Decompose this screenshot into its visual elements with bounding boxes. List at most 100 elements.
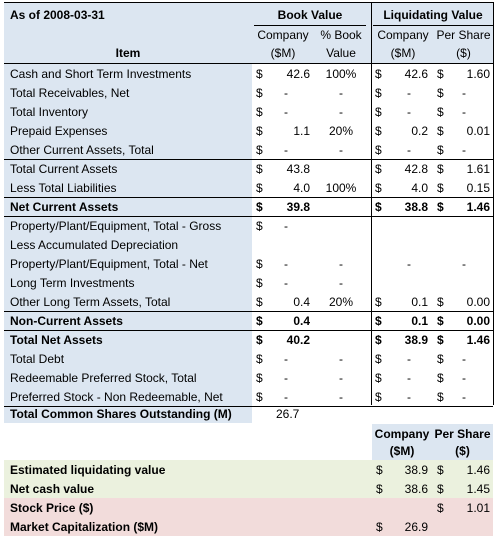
row-cell-bv-d: $ [256,143,263,157]
row-cell-ps: 1.46 [466,333,490,347]
row-cell-ps: 1.60 [466,67,490,81]
summary-header-background [372,424,493,460]
row-cell-bv-d: $ [256,162,263,176]
bv-company-header-1: Company [257,28,309,42]
row-cell-lv: 0.1 [411,295,428,309]
row-separator [4,311,493,312]
row-label: Other Long Term Assets, Total [10,295,171,309]
row-cell-lv-d: $ [375,181,382,195]
row-cell-lv-d: $ [375,86,382,100]
row-cell-lv-d: $ [375,390,382,404]
book-value-header: Book Value [277,8,343,22]
summary-cell-p-d: $ [437,463,444,477]
row-separator [4,159,493,160]
row-cell-bv-d: $ [256,333,263,347]
row-cell-lv-d: $ [375,143,382,157]
row-cell-bv: - [284,276,288,290]
row-label: Total Current Assets [10,162,118,176]
row-label: Preferred Stock - Non Redeemable, Net [10,390,223,404]
row-cell-lv-d: $ [375,124,382,138]
row-cell-ps: - [462,390,466,404]
row-cell-ps: - [462,257,466,271]
lv-company-header-2: ($M) [390,46,416,60]
row-cell-bv: - [284,105,288,119]
row-cell-ps-d: $ [437,352,444,366]
summary-cell-p: 1.45 [466,482,490,496]
row-cell-pct: - [339,276,343,290]
row-cell-bv-d: $ [256,314,263,328]
row-cell-ps: 1.46 [466,200,490,214]
bv-pct-header-2: Value [326,46,356,60]
row-cell-bv: 42.6 [286,67,310,81]
summary-row-label: Estimated liquidating value [10,463,166,477]
row-cell-ps: 0.00 [466,314,490,328]
row-cell-bv-d: $ [256,390,263,404]
row-label: Total Inventory [10,105,89,119]
summary-green-background [4,460,493,498]
row-cell-bv-d: $ [256,276,263,290]
row-cell-bv: 1.1 [293,124,310,138]
row-cell-bv-d: $ [256,67,263,81]
row-cell-lv: - [407,352,411,366]
row-cell-lv: - [407,390,411,404]
row-cell-lv-d: $ [375,295,382,309]
row-cell-lv: 0.2 [411,124,428,138]
row-label: Property/Plant/Equipment, Total - Net [10,257,208,271]
summary-cell-c: 26.9 [404,520,428,534]
row-cell-ps: - [462,352,466,366]
row-cell-bv: - [284,219,288,233]
row-cell-bv: 43.8 [286,162,310,176]
row-cell-ps-d: $ [437,390,444,404]
row-cell-bv-d: $ [256,86,263,100]
row-cell-ps-d: $ [437,200,444,214]
row-label: Net Current Assets [10,200,119,214]
row-cell-lv: 38.8 [404,200,428,214]
row-cell-ps-d: $ [437,162,444,176]
row-cell-bv-d: $ [256,257,263,271]
row-label: Long Term Investments [10,276,135,290]
row-cell-ps: - [462,105,466,119]
as-of-date: As of 2008-03-31 [10,8,105,22]
row-cell-bv-d: $ [256,219,263,233]
row-cell-lv-d: $ [375,200,382,214]
header-top-border [4,2,493,3]
row-cell-ps-d: $ [437,333,444,347]
row-cell-lv: 42.6 [404,67,428,81]
row-cell-ps-d: $ [437,124,444,138]
row-label: Other Current Assets, Total [10,143,154,157]
row-label: Non-Current Assets [10,314,123,328]
row-cell-pct: - [339,371,343,385]
row-cell-pct: 20% [328,295,354,309]
row-cell-ps: 1.61 [466,162,490,176]
summary-cell-c-d: $ [376,463,383,477]
summary-cell-c-d: $ [376,482,383,496]
row-cell-bv: 4.0 [293,181,310,195]
summary-cell-c: 38.9 [404,463,428,477]
row-label: Property/Plant/Equipment, Total - Gross [10,219,222,233]
bv-company-header-2: ($M) [270,46,296,60]
lv-pershare-header-1: Per Share [436,28,491,42]
shares-outstanding-label: Total Common Shares Outstanding (M) [10,407,232,421]
row-cell-lv: - [407,371,411,385]
item-column-header: Item [115,46,141,60]
row-cell-pct: - [339,352,343,366]
row-cell-lv-d: $ [375,105,382,119]
row-cell-ps-d: $ [437,143,444,157]
row-cell-lv: 0.1 [411,314,428,328]
row-cell-bv: - [284,352,288,366]
row-separator [4,197,493,198]
row-label: Less Total Liabilities [10,181,117,195]
row-cell-bv: - [284,390,288,404]
row-cell-ps: - [462,86,466,100]
row-cell-pct: 100% [325,67,357,81]
summary-pershare-header-2: ($) [455,444,470,458]
summary-cell-p: 1.01 [466,501,490,515]
row-cell-bv-d: $ [256,295,263,309]
lv-pershare-header-2: ($) [456,46,471,60]
header-background [4,2,493,64]
summary-cell-p-d: $ [437,482,444,496]
summary-row-label: Stock Price ($) [10,501,94,515]
row-cell-lv: - [407,86,411,100]
book-value-underline [254,25,366,26]
row-cell-lv-d: $ [375,67,382,81]
